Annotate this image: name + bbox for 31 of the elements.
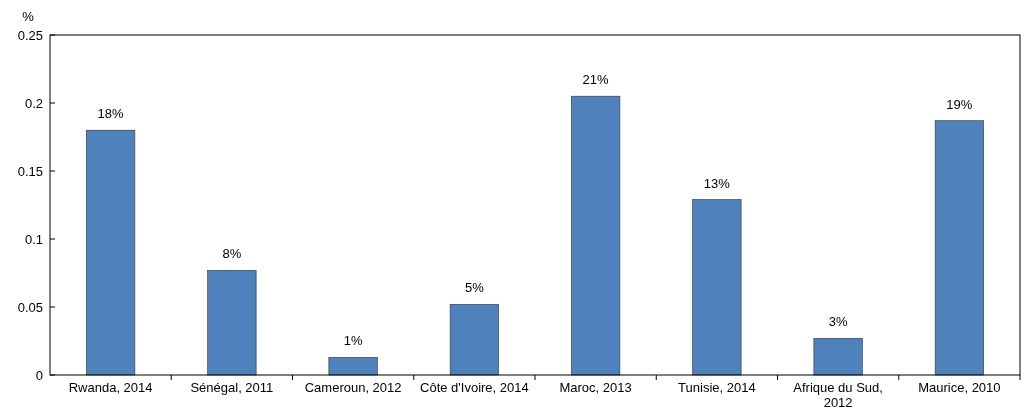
bar: [328, 357, 378, 376]
bar: [813, 337, 863, 376]
data-label: 19%: [946, 96, 973, 112]
bar: [449, 303, 499, 376]
bar: [86, 129, 136, 376]
x-tick-label: Afrique du Sud, 2012: [793, 380, 883, 410]
data-label: 21%: [582, 72, 610, 88]
bar: [692, 199, 742, 376]
y-tick-label: 0.05: [17, 299, 43, 315]
bar: [207, 269, 257, 376]
data-label: 3%: [828, 314, 848, 330]
x-tick-label: Maroc, 2013: [559, 380, 632, 395]
x-tick-label: Rwanda, 2014: [68, 380, 153, 395]
bar: [934, 120, 984, 376]
x-tick-label: Tunisie, 2014: [678, 380, 756, 395]
y-tick-label: 0.15: [17, 163, 43, 179]
data-label: 5%: [464, 280, 485, 296]
data-label: 18%: [97, 106, 125, 122]
data-label: 1%: [343, 333, 363, 349]
y-axis-title: %: [22, 9, 35, 24]
bar: [571, 95, 621, 376]
x-tick-label: Sénégal, 2011: [190, 380, 274, 395]
y-tick-label: 0.1: [24, 231, 43, 247]
y-tick-label: 0.25: [17, 27, 43, 43]
y-tick-label: 0.2: [24, 95, 43, 111]
x-tick-label: Côte d'Ivoire, 2014: [420, 380, 529, 395]
y-tick-label: 0: [35, 367, 43, 383]
data-label: 13%: [703, 175, 731, 191]
x-tick-label: Cameroun, 2012: [304, 380, 402, 395]
x-tick-label: Maurice, 2010: [918, 380, 1001, 395]
data-label: 8%: [222, 246, 242, 262]
